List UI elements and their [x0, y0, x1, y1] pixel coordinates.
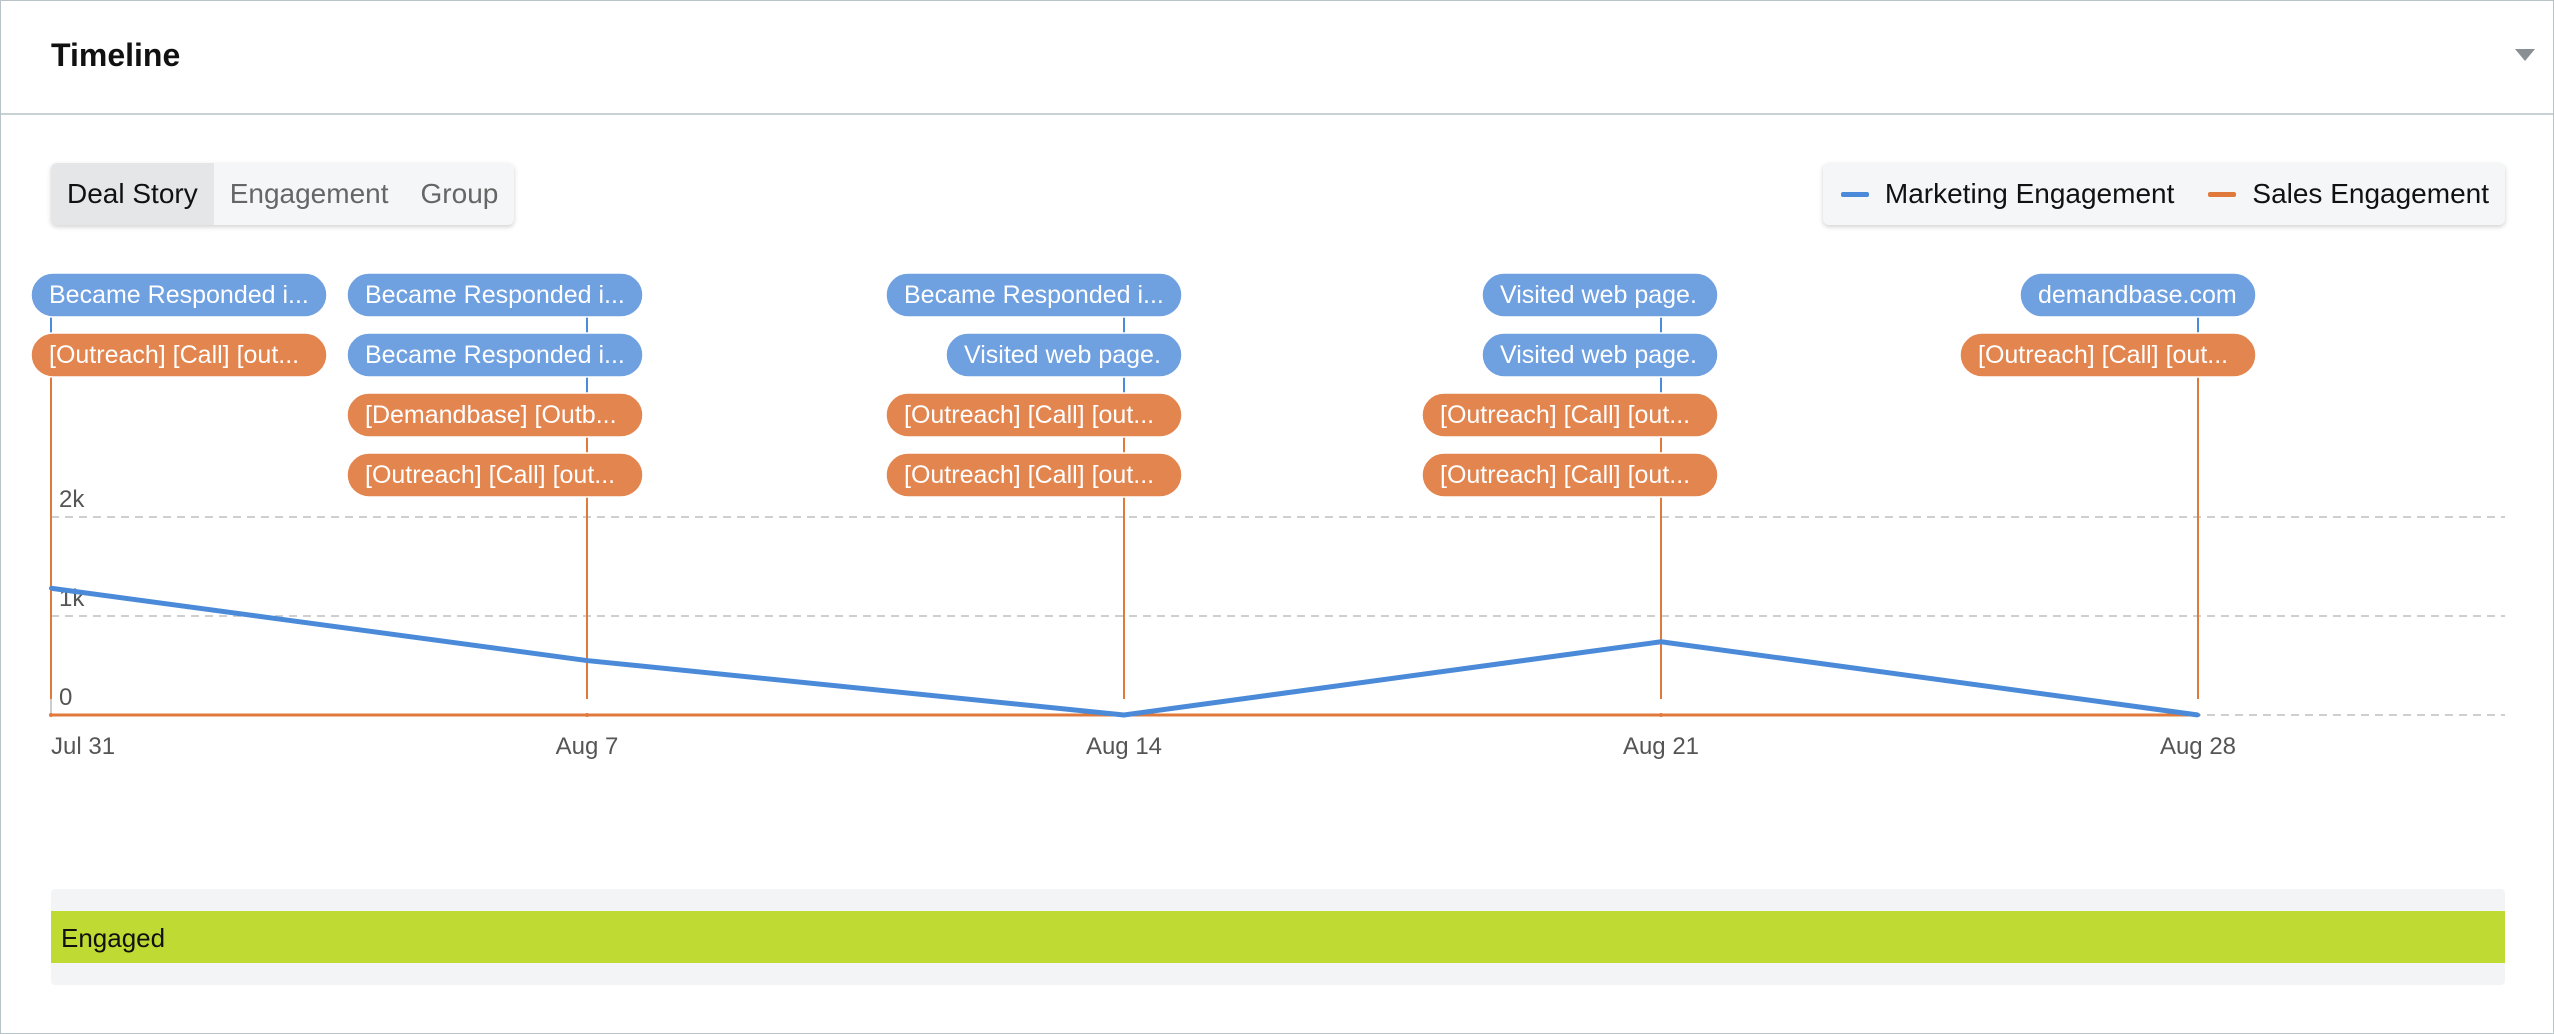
marketing-data-point [2196, 713, 2200, 717]
event-pill-sales[interactable]: [Outreach] [Call] [out... [346, 452, 644, 498]
panel-title: Timeline [51, 37, 181, 73]
event-pill-background [1421, 392, 1719, 438]
event-pill-background [885, 452, 1183, 498]
event-pill-background [2019, 272, 2257, 318]
panel-header: Timeline [1, 1, 2553, 115]
event-pill-sales[interactable]: [Outreach] [Call] [out... [1421, 392, 1719, 438]
event-pill-marketing[interactable]: Visited web page. [1481, 272, 1719, 318]
collapse-caret-icon[interactable] [2515, 49, 2535, 61]
event-pill-sales[interactable]: [Outreach] [Call] [out... [1421, 452, 1719, 498]
y-tick-label: 2k [59, 486, 85, 513]
event-pill-label: [Outreach] [Call] [out... [49, 341, 299, 369]
legend-swatch-marketing [1840, 191, 1869, 197]
event-pill-label: [Outreach] [Call] [out... [1440, 461, 1690, 489]
event-pill-label: [Outreach] [Call] [out... [1978, 341, 2228, 369]
event-pill-marketing[interactable]: demandbase.com [2019, 272, 2257, 318]
sales-data-point [49, 713, 53, 717]
event-pill-background [30, 332, 328, 378]
event-pill-background [1959, 332, 2257, 378]
sales-data-point [1659, 713, 1663, 717]
event-pill-sales[interactable]: [Demandbase] [Outb... [346, 392, 644, 438]
marketing-data-point [585, 658, 589, 663]
marketing-data-point [49, 586, 53, 591]
event-pill-sales[interactable]: [Outreach] [Call] [out... [885, 452, 1183, 498]
tab-deal-story[interactable]: Deal Story [51, 163, 214, 225]
event-pill-label: Visited web page. [1500, 341, 1697, 369]
view-tabs: Deal Story Engagement Group [51, 163, 515, 225]
event-pill-label: Visited web page. [1500, 281, 1697, 309]
event-pill-background [346, 452, 644, 498]
stage-band: Engaged [51, 889, 2505, 985]
x-tick-label: Aug 21 [1623, 733, 1699, 760]
chart-legend: Marketing Engagement Sales Engagement [1822, 163, 2505, 225]
event-pill-background [30, 272, 328, 318]
event-pill-label: Became Responded i... [365, 341, 625, 369]
x-tick-label: Aug 28 [2160, 733, 2236, 760]
event-pill-label: [Outreach] [Call] [out... [904, 461, 1154, 489]
event-pill-marketing[interactable]: Became Responded i... [346, 272, 644, 318]
y-tick-label: 0 [59, 684, 72, 711]
event-pill-background [1421, 452, 1719, 498]
legend-swatch-sales [2208, 191, 2237, 197]
stage-label: Engaged [61, 923, 166, 953]
event-pill-sales[interactable]: [Outreach] [Call] [out... [30, 332, 328, 378]
event-pill-sales[interactable]: [Outreach] [Call] [out... [885, 392, 1183, 438]
event-pill-background [346, 392, 644, 438]
x-tick-label: Jul 31 [51, 733, 115, 760]
tab-group[interactable]: Group [420, 178, 499, 209]
event-pill-label: Became Responded i... [365, 281, 625, 309]
event-pill-background [885, 272, 1183, 318]
event-pill-background [346, 332, 644, 378]
marketing-data-point [1659, 639, 1663, 644]
event-pill-label: [Demandbase] [Outb... [365, 401, 617, 429]
stage-bar-engaged[interactable]: Engaged [51, 911, 2505, 963]
legend-item-marketing[interactable]: Marketing Engagement [1840, 178, 2175, 210]
event-pill-marketing[interactable]: Visited web page. [1481, 332, 1719, 378]
legend-label-marketing: Marketing Engagement [1884, 178, 2175, 209]
event-pill-background [1481, 332, 1719, 378]
event-pill-label: Became Responded i... [904, 281, 1164, 309]
event-pill-marketing[interactable]: Visited web page. [945, 332, 1183, 378]
event-pill-background [1481, 272, 1719, 318]
event-pill-label: [Outreach] [Call] [out... [904, 401, 1154, 429]
legend-item-sales[interactable]: Sales Engagement [2208, 178, 2489, 210]
event-pill-sales[interactable]: [Outreach] [Call] [out... [1959, 332, 2257, 378]
event-pill-background [885, 392, 1183, 438]
event-pill-marketing[interactable]: Became Responded i... [885, 272, 1183, 318]
event-pill-marketing[interactable]: Became Responded i... [30, 272, 328, 318]
tab-engagement[interactable]: Engagement [229, 178, 389, 209]
x-tick-label: Aug 7 [556, 733, 619, 760]
event-pill-marketing[interactable]: Became Responded i... [346, 332, 644, 378]
event-pill-label: Became Responded i... [49, 281, 309, 309]
legend-label-sales: Sales Engagement [2252, 178, 2489, 209]
event-pill-label: [Outreach] [Call] [out... [1440, 401, 1690, 429]
x-tick-label: Aug 14 [1086, 733, 1162, 760]
event-pill-label: Visited web page. [964, 341, 1161, 369]
sales-data-point [585, 713, 589, 717]
event-pill-label: demandbase.com [2038, 281, 2237, 309]
event-pill-background [945, 332, 1183, 378]
marketing-data-point [1122, 713, 1126, 717]
event-pill-background [346, 272, 644, 318]
event-pill-label: [Outreach] [Call] [out... [365, 461, 615, 489]
